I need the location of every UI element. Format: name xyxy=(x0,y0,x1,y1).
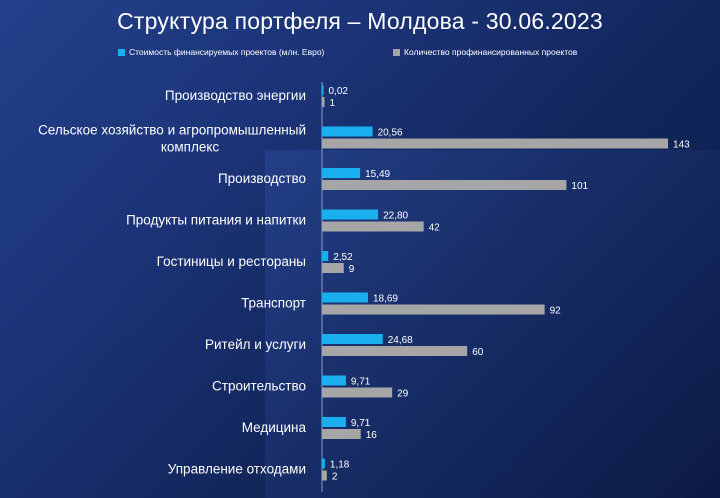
bar-cost xyxy=(322,375,346,386)
bar-count xyxy=(322,138,669,149)
data-label-cost: 20,56 xyxy=(378,128,403,139)
category-label: Производство xyxy=(218,171,306,186)
category-label: Управление отходами xyxy=(168,462,306,477)
data-label-count: 143 xyxy=(673,140,690,151)
bar-count xyxy=(322,304,545,315)
bar-count xyxy=(322,221,424,232)
bar-count xyxy=(322,180,567,190)
bar-cost xyxy=(322,251,329,261)
chart-title: Структура портфеля – Молдова - 30.06.202… xyxy=(117,8,603,34)
category-label: Ритейл и услуги xyxy=(205,337,306,352)
legend: Стоимость финансируемых проектов (млн. Е… xyxy=(0,47,720,63)
data-label-count: 42 xyxy=(429,223,441,234)
bar-cost xyxy=(322,292,368,303)
legend-label-cost: Стоимость финансируемых проектов (млн. Е… xyxy=(129,47,325,57)
data-label-count: 29 xyxy=(397,389,409,400)
category-label: Продукты питания и напитки xyxy=(126,213,306,228)
data-label-cost: 22,80 xyxy=(383,211,408,222)
bar-count xyxy=(322,429,361,439)
category-label: Строительство xyxy=(212,379,306,394)
data-label-count: 60 xyxy=(472,347,484,358)
legend-item-cost: Стоимость финансируемых проектов (млн. Е… xyxy=(118,47,324,57)
bar-cost xyxy=(322,85,324,95)
data-label-cost: 1,18 xyxy=(330,460,350,471)
background-overlay xyxy=(265,150,720,498)
bar-cost xyxy=(322,209,379,220)
bar-count xyxy=(322,387,393,398)
category-label: Транспорт xyxy=(241,296,306,311)
data-label-cost: 9,71 xyxy=(351,377,371,388)
category-label: Медицина xyxy=(242,420,307,435)
data-label-cost: 24,68 xyxy=(388,335,413,346)
legend-label-count: Количество профинансированных проектов xyxy=(404,47,578,57)
category-label: Сельское хозяйство и агропромышленный ком… xyxy=(38,123,306,155)
data-label-cost: 2,52 xyxy=(333,252,353,263)
legend-item-count: Количество профинансированных проектов xyxy=(393,47,577,57)
data-label-cost: 9,71 xyxy=(351,418,371,429)
data-label-count: 92 xyxy=(550,306,562,317)
bar-cost xyxy=(322,334,383,344)
bar-count xyxy=(322,470,327,481)
data-label-cost: 18,69 xyxy=(373,294,398,305)
data-label-count: 101 xyxy=(571,181,588,192)
bar-count xyxy=(322,346,468,356)
legend-swatch-count xyxy=(393,48,400,56)
data-label-count: 2 xyxy=(332,472,338,483)
category-label: Гостиницы и рестораны xyxy=(157,254,306,269)
data-label-cost: 0,02 xyxy=(329,86,349,97)
data-label-count: 1 xyxy=(330,98,336,109)
data-label-count: 9 xyxy=(349,264,355,275)
legend-swatch-cost xyxy=(118,48,125,56)
data-label-cost: 15,49 xyxy=(365,169,390,180)
bar-count xyxy=(322,263,344,273)
data-label-count: 16 xyxy=(366,430,378,441)
bar-count xyxy=(322,97,325,107)
bar-cost xyxy=(322,417,346,427)
bar-cost xyxy=(322,458,325,469)
category-label: Производство энергии xyxy=(165,88,306,103)
bar-cost xyxy=(322,126,373,137)
bar-cost xyxy=(322,168,361,178)
